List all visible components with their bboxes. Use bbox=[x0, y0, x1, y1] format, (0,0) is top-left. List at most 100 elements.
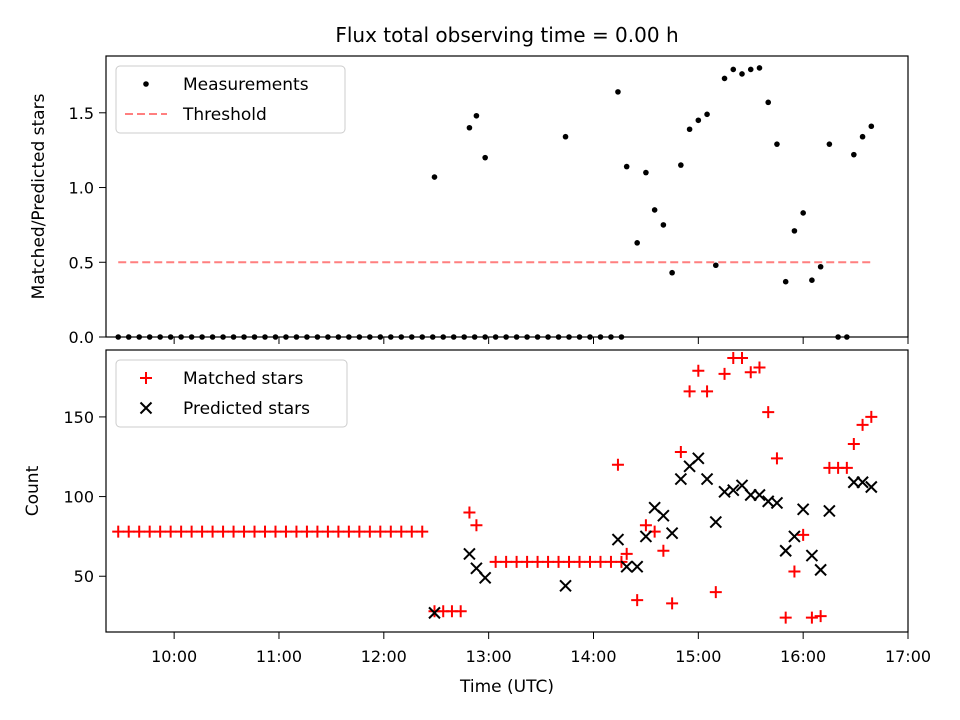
matched-star-point bbox=[552, 555, 565, 568]
matched-star-point bbox=[454, 605, 467, 618]
matched-star-point bbox=[510, 555, 523, 568]
matched-star-point bbox=[259, 525, 272, 538]
measurement-point bbox=[643, 169, 649, 176]
bottom-ytick-label: 50 bbox=[74, 567, 94, 586]
bottom-panel-count: 50 100 150 10:00 11:00 12:00 13:00 14:00 15:00 16… bbox=[23, 349, 931, 697]
legend-entry-label: Threshold bbox=[182, 105, 267, 125]
figure-title: Flux total observing time = 0.00 h bbox=[335, 23, 678, 47]
measurement-point bbox=[623, 163, 630, 170]
matched-star-point bbox=[594, 555, 607, 568]
matched-star-point bbox=[631, 594, 644, 607]
predicted-star-point bbox=[770, 496, 784, 510]
measurement-point bbox=[851, 151, 857, 158]
predicted-star-point bbox=[559, 579, 572, 593]
measurement-point bbox=[678, 162, 684, 168]
measurement-point bbox=[695, 117, 702, 124]
xtick-label: 16:00 bbox=[780, 647, 826, 666]
matched-star-point bbox=[542, 555, 555, 568]
bottom-ytick-label: 100 bbox=[63, 488, 94, 507]
matched-star-point bbox=[847, 438, 860, 450]
top-ylabel: Matched/Predicted stars bbox=[29, 93, 49, 299]
top-ytick-label: 0.0 bbox=[69, 328, 94, 347]
matched-star-point bbox=[797, 528, 810, 541]
matched-star-point bbox=[227, 525, 240, 538]
predicted-star-point bbox=[709, 515, 723, 529]
matched-star-point bbox=[573, 555, 586, 568]
matched-star-point bbox=[269, 525, 282, 538]
measurement-point bbox=[482, 154, 488, 161]
predicted-star-point bbox=[823, 504, 836, 518]
matched-star-point bbox=[666, 597, 679, 610]
matched-star-point bbox=[122, 525, 135, 538]
predicted-star-point bbox=[814, 563, 827, 577]
measurement-point bbox=[765, 99, 772, 106]
xtick-label: 17:00 bbox=[885, 647, 931, 666]
measurement-point bbox=[704, 111, 710, 118]
matched-star-point bbox=[206, 525, 219, 538]
xtick-label: 12:00 bbox=[361, 647, 407, 666]
bottom-axes-frame bbox=[105, 349, 909, 633]
matched-star-point bbox=[353, 525, 366, 538]
legend-entry-label: Matched stars bbox=[183, 369, 303, 389]
legend-measurements-marker bbox=[143, 81, 149, 87]
predicted-star-point bbox=[796, 503, 810, 516]
matched-star-point bbox=[238, 525, 251, 538]
predicted-star-point bbox=[428, 606, 441, 620]
legend-matched-marker bbox=[140, 372, 152, 384]
predicted-star-point bbox=[611, 533, 625, 546]
predicted-star-point bbox=[692, 452, 705, 465]
measurement-point bbox=[669, 269, 675, 276]
matched-star-point bbox=[363, 525, 376, 538]
matched-star-point bbox=[300, 525, 313, 538]
matched-star-point bbox=[321, 525, 334, 538]
legend-entry-label: Measurements bbox=[183, 75, 309, 95]
measurement-point bbox=[634, 240, 640, 246]
matched-star-point bbox=[856, 418, 869, 431]
measurement-point bbox=[756, 65, 763, 71]
measurement-point bbox=[615, 89, 621, 95]
matched-star-point bbox=[744, 366, 757, 379]
matched-star-point bbox=[248, 525, 261, 538]
matched-star-point bbox=[164, 525, 177, 538]
matched-star-point bbox=[762, 406, 775, 419]
matched-star-point bbox=[814, 610, 827, 623]
matched-star-point bbox=[521, 555, 534, 568]
predicted-star-point bbox=[779, 544, 792, 557]
predicted-star-point bbox=[788, 530, 801, 543]
matched-star-point bbox=[639, 519, 652, 532]
matched-star-point bbox=[416, 525, 429, 538]
measurement-point bbox=[859, 133, 866, 140]
measurement-point bbox=[721, 75, 728, 82]
bottom-legend bbox=[115, 359, 348, 428]
predicted-star-point bbox=[463, 547, 476, 561]
top-legend bbox=[115, 65, 346, 134]
measurement-point bbox=[826, 141, 833, 147]
matched-star-point bbox=[290, 525, 303, 538]
measurement-point bbox=[800, 210, 806, 216]
xtick-label: 11:00 bbox=[256, 647, 302, 666]
matched-star-point bbox=[133, 525, 146, 538]
matched-star-point bbox=[692, 364, 705, 377]
xtick-label: 13:00 bbox=[466, 647, 512, 666]
matched-star-point bbox=[489, 555, 502, 568]
measurement-point bbox=[774, 141, 780, 147]
measurement-point bbox=[809, 277, 815, 284]
matched-star-point bbox=[611, 458, 624, 471]
matched-star-point bbox=[500, 555, 513, 568]
measurement-point bbox=[747, 66, 754, 73]
matched-star-point bbox=[395, 525, 408, 538]
top-ytick-label: 0.5 bbox=[69, 253, 94, 272]
predicted-star-point bbox=[674, 472, 688, 486]
matched-star-point bbox=[620, 547, 633, 560]
matched-star-point bbox=[342, 525, 355, 538]
matched-star-point bbox=[311, 525, 324, 538]
predicted-star-point bbox=[856, 476, 869, 489]
bottom-ytick-label: 150 bbox=[63, 408, 94, 427]
matched-star-point bbox=[175, 525, 188, 538]
matched-star-point bbox=[196, 525, 209, 538]
matched-star-point bbox=[374, 525, 387, 538]
xtick-label: 14:00 bbox=[570, 647, 616, 666]
measurement-point bbox=[817, 263, 824, 270]
matched-star-point bbox=[405, 525, 418, 538]
